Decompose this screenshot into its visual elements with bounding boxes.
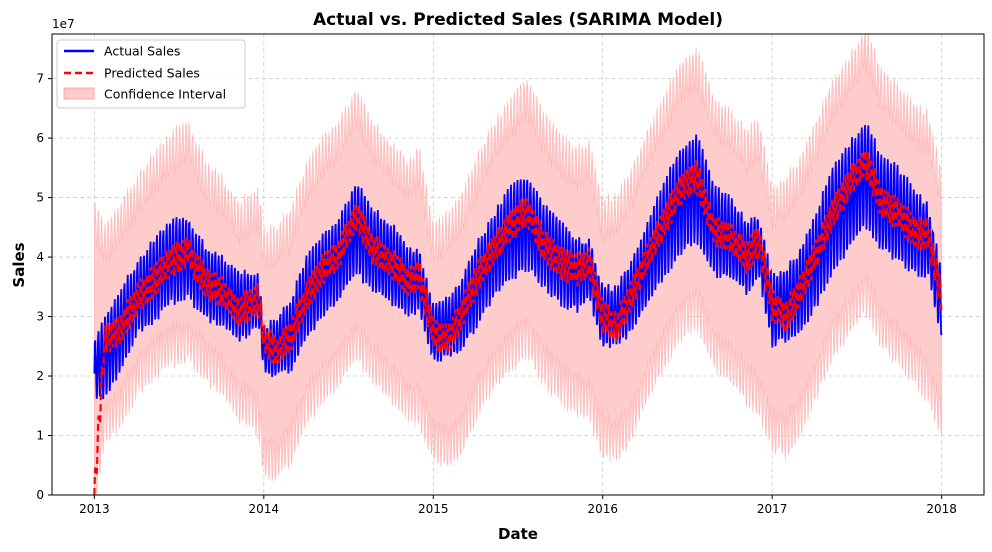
legend-ci-label: Confidence Interval	[104, 87, 226, 102]
y-offset-text: 1e7	[52, 17, 75, 31]
y-tick-label: 0	[36, 488, 44, 502]
chart-title: Actual vs. Predicted Sales (SARIMA Model…	[313, 10, 723, 30]
y-tick-label: 7	[36, 72, 44, 86]
predicted-sales-series	[93, 150, 943, 495]
x-tick-label: 2013	[79, 502, 110, 516]
y-tick-label: 5	[36, 191, 44, 205]
x-tick-label: 2016	[587, 502, 618, 516]
legend-box	[56, 39, 246, 109]
legend-actual-label: Actual Sales	[104, 44, 180, 59]
y-axis: 0 1 2 3 4 5 6 7	[36, 72, 52, 502]
x-tick-label: 2015	[418, 502, 449, 516]
y-tick-label: 2	[36, 369, 44, 383]
x-tick-label: 2014	[249, 502, 280, 516]
predicted-sales-line	[93, 150, 943, 495]
x-tick-label: 2018	[926, 502, 957, 516]
y-axis-label: Sales	[10, 242, 28, 287]
x-axis: 2013 2014 2015 2016 2017 2018	[79, 495, 957, 516]
legend-ci-swatch	[63, 87, 95, 100]
legend-predicted-label: Predicted Sales	[104, 66, 200, 81]
legend: Actual Sales Predicted Sales Confidence …	[56, 39, 246, 109]
x-tick-label: 2017	[757, 502, 788, 516]
plot-frame	[51, 33, 985, 496]
x-axis-label: Date	[498, 525, 538, 543]
y-tick-label: 4	[36, 250, 44, 264]
y-tick-label: 6	[36, 131, 44, 145]
plot-area	[93, 34, 943, 495]
y-tick-label: 1	[36, 429, 44, 443]
y-tick-label: 3	[36, 310, 44, 324]
